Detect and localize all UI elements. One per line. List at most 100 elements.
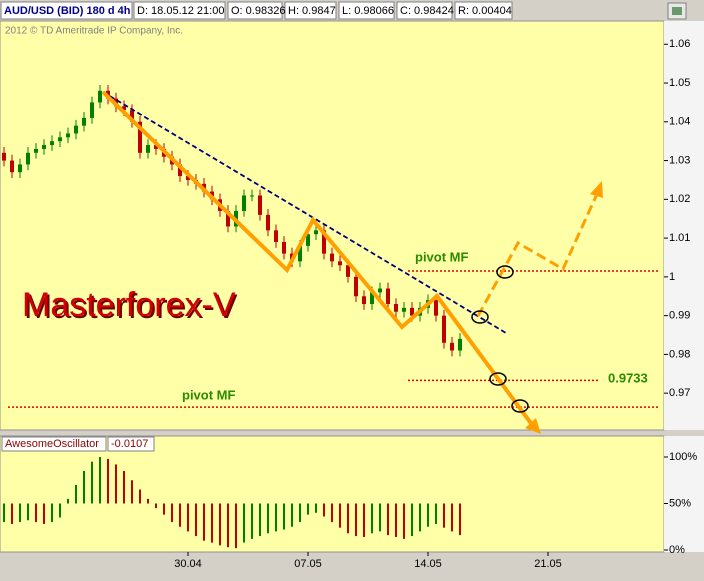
x-tick-label: 21.05	[534, 558, 562, 570]
candle-body	[338, 261, 342, 266]
candle-body	[226, 210, 230, 227]
candle-body	[146, 145, 150, 153]
osc-bar	[363, 503, 365, 537]
osc-bar	[243, 503, 245, 543]
candle-body	[98, 90, 102, 103]
candle-body	[138, 121, 142, 153]
osc-axis-bg	[664, 436, 704, 552]
osc-bar	[443, 503, 445, 528]
x-tick-label: 14.05	[414, 558, 442, 570]
candle-body	[322, 230, 326, 254]
osc-bar	[91, 461, 93, 504]
y-tick-label: 100%	[669, 451, 697, 463]
osc-bar	[307, 503, 309, 515]
osc-bar	[331, 503, 333, 523]
candle-body	[386, 288, 390, 305]
candle-body	[458, 338, 462, 351]
header-box	[454, 1, 513, 20]
osc-bar	[355, 503, 357, 537]
arrow-head	[525, 418, 541, 434]
candle-body	[186, 176, 190, 180]
osc-value-box	[107, 436, 155, 452]
osc-bar	[403, 503, 405, 539]
watermark-shadow: Masterforex-V	[24, 288, 238, 326]
wave-path	[101, 90, 535, 428]
candle-body	[370, 292, 374, 305]
osc-bar	[379, 503, 381, 532]
osc-bar	[203, 503, 205, 541]
symbol: AUD/USD (BID) 180 d 4h	[4, 5, 131, 17]
candle-body	[66, 133, 70, 138]
osc-bar	[339, 503, 341, 528]
y-tick-label: 1.06	[669, 38, 690, 50]
marker-ellipse	[496, 265, 514, 279]
candle-body	[242, 195, 246, 211]
osc-bar	[11, 503, 13, 524]
osc-bar	[83, 470, 85, 504]
candle-body	[266, 214, 270, 231]
marker-ellipse	[489, 372, 507, 386]
osc-bar	[19, 503, 21, 523]
osc-bar	[67, 498, 69, 504]
osc-bar	[387, 503, 389, 536]
pivot-label: 0.9733	[608, 370, 648, 385]
candle-body	[178, 164, 182, 177]
y-tick-label: 0%	[669, 544, 685, 556]
osc-bar	[435, 503, 437, 524]
candle-body	[442, 315, 446, 343]
osc-plot: 100% 50% 0% 30.04 07.05 14.05 21.05	[3, 451, 697, 570]
osc-bar	[459, 503, 461, 536]
osc-bar	[131, 480, 133, 504]
candle-body	[10, 160, 14, 173]
osc-title: AwesomeOscillator	[5, 438, 99, 450]
price-axis-bg	[664, 21, 704, 430]
candle-body	[298, 245, 302, 262]
y-tick-label: 1	[669, 271, 675, 283]
osc-bar	[259, 503, 261, 537]
osc-bar	[35, 503, 37, 523]
candle-body	[90, 102, 94, 118]
osc-bar	[195, 503, 197, 537]
candle-body	[330, 253, 334, 262]
marker-ellipse	[511, 399, 529, 413]
bar-range: R: 0.00404	[458, 5, 512, 17]
y-tick-label: 1.03	[669, 154, 690, 166]
candle-body	[130, 110, 134, 122]
x-tick-label: 07.05	[294, 558, 322, 570]
y-tick-label: 0.98	[669, 348, 690, 360]
osc-bar	[227, 503, 229, 548]
candle-body	[154, 145, 158, 149]
marker-ellipse	[471, 310, 489, 324]
header-box	[396, 1, 453, 20]
osc-bar	[99, 457, 101, 504]
bar-low: L: 0.98066	[342, 5, 394, 17]
header-box	[0, 1, 133, 20]
osc-bar	[275, 503, 277, 532]
header-box	[338, 1, 395, 20]
osc-value: -0.0107	[111, 438, 148, 450]
osc-bar	[147, 498, 149, 504]
candle-body	[394, 304, 398, 312]
osc-bar	[347, 503, 349, 534]
osc-bar	[139, 489, 141, 504]
candle-body	[402, 307, 406, 312]
header-box	[227, 1, 283, 20]
osc-bar	[371, 503, 373, 534]
osc-bar	[291, 503, 293, 527]
y-tick-label: 1.04	[669, 116, 690, 128]
arrow-head	[590, 181, 603, 198]
bar-date: D: 18.05.12 21:00	[137, 5, 224, 17]
candle-body	[26, 152, 30, 165]
copyright: 2012 © TD Ameritrade IP Company, Inc.	[5, 26, 183, 37]
candle-body	[314, 230, 318, 235]
candle-body	[354, 276, 358, 297]
osc-bar	[155, 503, 157, 509]
watermark: Masterforex-V	[22, 286, 236, 324]
candle-body	[378, 288, 382, 293]
candle-body	[2, 152, 6, 161]
candle-body	[250, 195, 254, 197]
osc-bar	[419, 503, 421, 532]
bar-high: H: 0.9847	[288, 5, 336, 17]
osc-bar	[107, 458, 109, 504]
